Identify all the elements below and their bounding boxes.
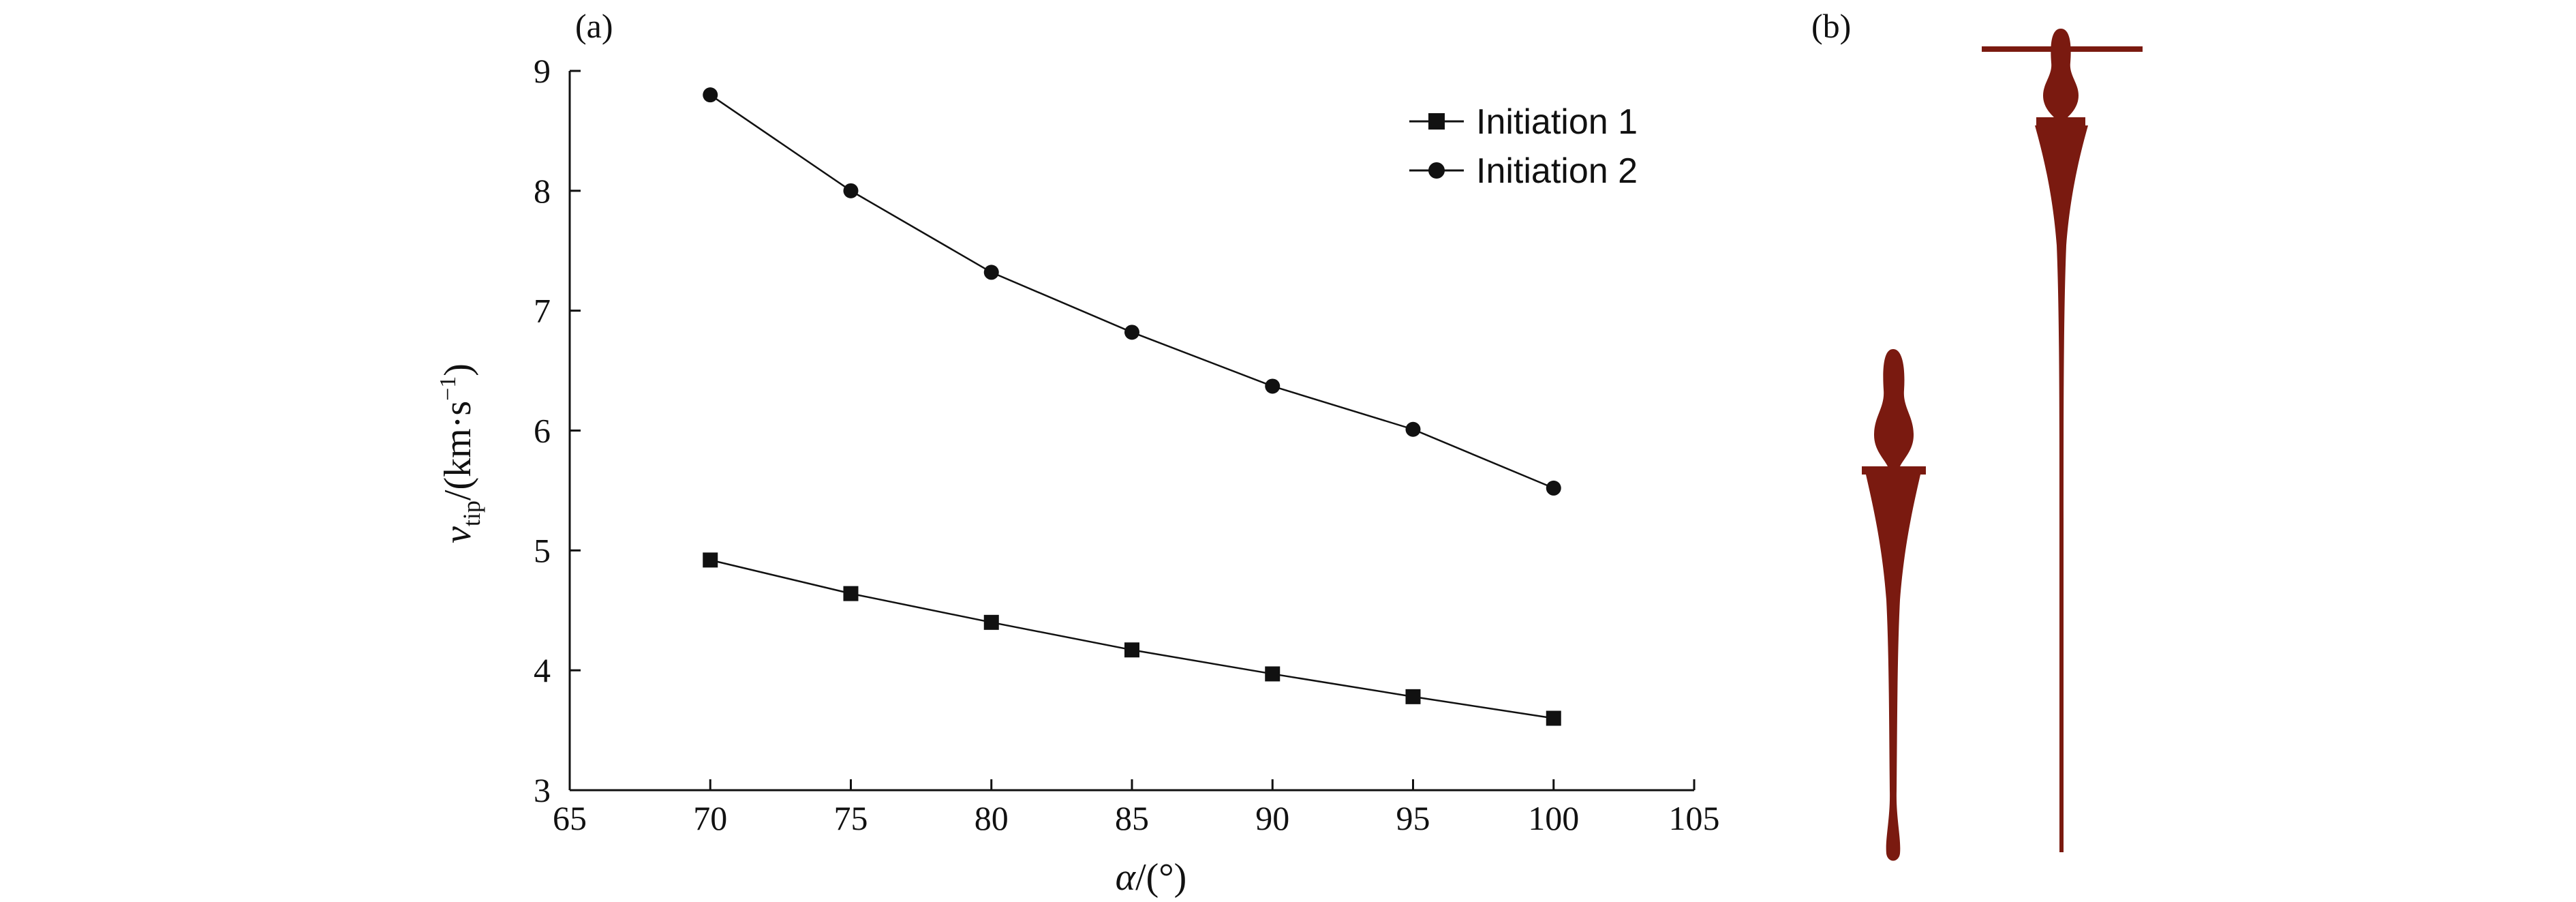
series-2-point (1405, 421, 1421, 437)
chart-legend: Initiation 1 Initiation 2 (1409, 102, 1638, 191)
y-axis-title-subscript: tip (458, 500, 485, 526)
x-axis-title: α/(°) (1116, 856, 1187, 899)
series-2-point (703, 87, 718, 103)
panel-a-label: (a) (575, 7, 613, 45)
jet-short-head (1862, 349, 1926, 475)
x-axis-title-symbol: α (1116, 856, 1137, 899)
series-1-point (703, 552, 718, 568)
x-tick-label: 75 (834, 799, 868, 837)
y-tick-label: 3 (534, 771, 551, 809)
jet-long-head (2036, 29, 2085, 125)
series-2-point (983, 265, 999, 280)
x-tick-label: 65 (553, 799, 587, 837)
jet-long-body (2035, 125, 2088, 852)
x-tick-label: 80 (975, 799, 1009, 837)
series-1-point (843, 586, 859, 601)
x-tick-label: 70 (693, 799, 727, 837)
jet-shape-long (1982, 29, 2143, 852)
y-tick-label: 6 (534, 412, 551, 450)
y-axis-title-unit: /(km·s (437, 401, 479, 500)
x-tick-label: 100 (1528, 799, 1579, 837)
legend-label-series-1: Initiation 1 (1476, 102, 1638, 142)
jet-shape-short (1862, 349, 1926, 861)
series-1-point (1265, 666, 1281, 682)
y-tick-label: 8 (534, 172, 551, 210)
jet-short-body (1866, 475, 1920, 861)
legend-marker-circle (1428, 162, 1445, 179)
y-axis-title-symbol: v (437, 526, 479, 543)
x-tick-label: 90 (1255, 799, 1289, 837)
series-1-line (709, 559, 1554, 719)
series-2-point (1124, 325, 1139, 340)
y-tick-label: 7 (534, 292, 551, 330)
y-tick-label: 5 (534, 531, 551, 569)
series-1-point (1546, 710, 1561, 726)
y-axis-title-exponent: −1 (435, 376, 461, 401)
series-1-point (983, 614, 999, 630)
x-tick-label: 95 (1396, 799, 1430, 837)
y-axis-title-close: ) (437, 363, 479, 376)
x-axis-title-unit: /(°) (1135, 856, 1186, 899)
y-axis-title: vtip/(km·s−1) (435, 363, 485, 543)
series-1-point (1124, 642, 1139, 658)
x-tick-label: 85 (1115, 799, 1149, 837)
x-tick-label: 105 (1669, 799, 1720, 837)
series-1-point (1405, 689, 1421, 704)
series-2-line (709, 94, 1554, 490)
legend-label-series-2: Initiation 2 (1476, 151, 1638, 191)
y-axis-ticks: 3 4 5 6 7 8 9 (534, 52, 581, 809)
series-2-point (1265, 378, 1281, 394)
legend-marker-square (1428, 113, 1445, 130)
y-tick-label: 4 (534, 651, 551, 689)
legend-item-series-2: Initiation 2 (1409, 151, 1638, 191)
legend-item-series-1: Initiation 1 (1409, 102, 1638, 142)
series-2-point (1546, 480, 1561, 496)
panel-b-label: (b) (1811, 7, 1851, 45)
y-tick-label: 9 (534, 52, 551, 90)
series-layer (703, 87, 1561, 726)
x-axis-ticks: 65 70 75 80 85 90 95 100 105 (553, 779, 1720, 837)
jet-shapes-image (1862, 29, 2143, 861)
series-2-point (843, 183, 859, 198)
jet-long-crossbar (1982, 46, 2143, 52)
